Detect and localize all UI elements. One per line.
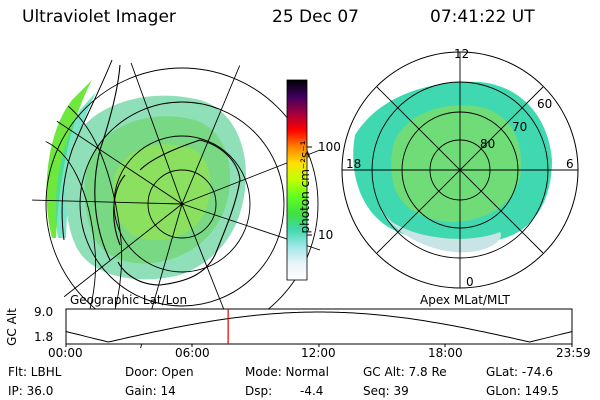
info-glat: GLat: -74.6 [486,365,553,379]
geo-coastline [94,64,241,286]
date-label: 25 Dec 07 [272,7,359,27]
info-filter: Flt: LBHL [8,365,62,379]
colorbar-rect [286,79,308,281]
info-gain: Gain: 14 [125,384,176,398]
altitude-xtick-4: 23:59 [556,346,591,360]
altitude-curve [65,311,573,343]
apex-aurora-core [391,105,522,222]
altitude-ytick-top: 9.0 [34,305,54,319]
apex-mlt-label-0: 0 [466,275,474,289]
altitude-xtick-3: 18:00 [428,346,463,360]
altitude-ylabel: GC Alt [4,308,19,346]
apex-lat-label-60: 60 [537,97,553,111]
altitude-plot [65,308,573,347]
geo-aurora-center [112,144,211,241]
info-dsp-value: -4.4 [300,384,324,398]
apex-mlt-label-18: 18 [346,157,362,171]
info-gc-alt: GC Alt: 7.8 Re [363,365,447,379]
altitude-xtick-2: 12:00 [301,346,336,360]
apex-mlt-label-6: 6 [566,157,574,171]
apex-image [341,51,579,289]
info-glon: GLon: 149.5 [486,384,559,398]
apex-mlt-label-12: 12 [454,47,470,61]
info-ip: IP: 36.0 [8,384,54,398]
colorbar-tick-label-10: 10 [318,228,334,242]
colorbar-unit-label: photon cm⁻²s⁻¹ [298,140,312,234]
info-door: Door: Open [125,365,194,379]
altitude-ytick-bottom: 1.8 [34,330,54,344]
apex-panel-label: Apex MLat/MLT [420,293,510,307]
colorbar-tick-label-100: 100 [318,140,341,154]
altitude-xtick-1: 06:00 [175,346,210,360]
apex-aurora-dim [380,210,501,253]
altitude-plot-frame [65,308,573,345]
info-seq: Seq: 39 [363,384,409,398]
apex-grid [342,52,578,288]
apex-lat-label-80: 80 [480,137,496,151]
time-label: 07:41:22 UT [430,7,535,27]
geo-panel-label: Geographic Lat/Lon [70,293,188,307]
apex-lat-label-70: 70 [512,120,528,134]
colorbar [286,79,312,281]
info-mode: Mode: Normal [245,365,329,379]
altitude-xtick-0: 00:00 [48,346,83,360]
info-dsp-label: Dsp: [245,384,273,398]
geo-coastline-west [61,59,113,241]
instrument-title: Ultraviolet Imager [22,7,176,27]
